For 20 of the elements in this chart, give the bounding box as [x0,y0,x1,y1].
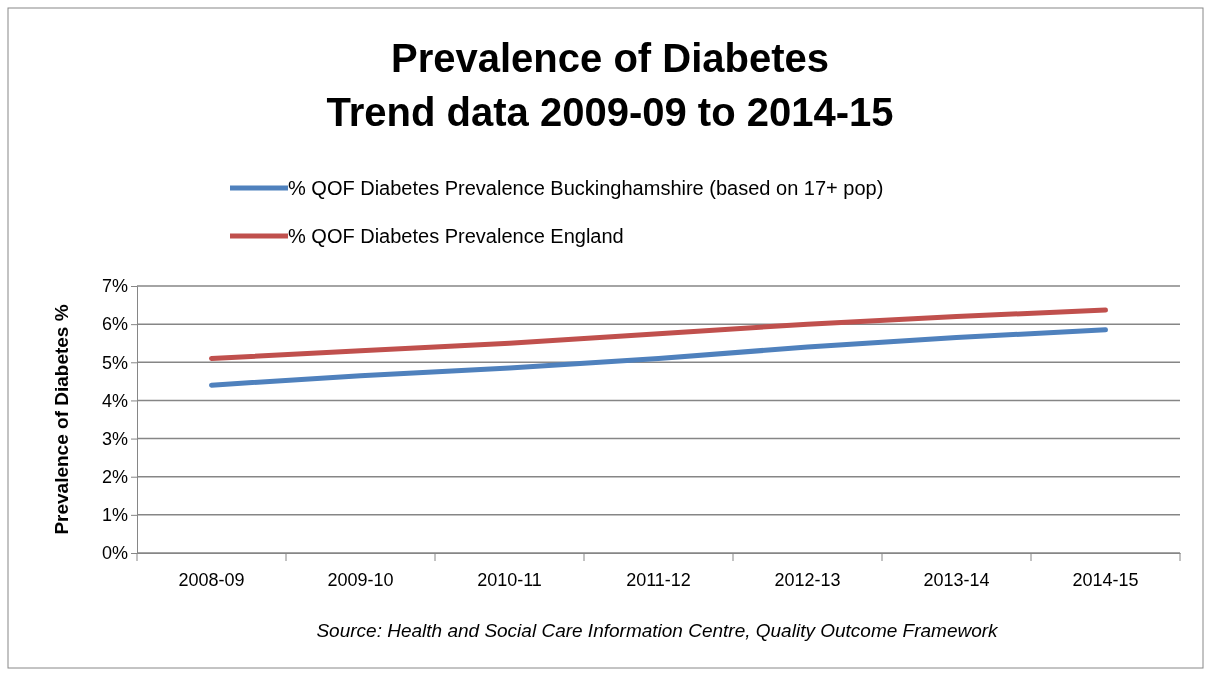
y-tick-label: 7% [101,276,128,297]
x-tick-label: 2013-14 [923,569,990,590]
legend-label: % QOF Diabetes Prevalence Buckinghamshire (based on 17+ pop) [288,177,884,199]
y-tick-label: 0% [101,543,128,564]
x-tick-label: 2014-15 [1072,569,1139,590]
y-tick-label: 3% [101,428,128,449]
y-tick-label: 6% [101,314,128,335]
y-tick-label: 4% [101,390,128,411]
x-tick-label: 2008-09 [178,569,245,590]
source-note: Source: Health and Social Care Information Centre, Quality Outcome Framework [316,620,1000,641]
x-tick-label: 2011-12 [626,569,691,590]
y-tick-label: 5% [101,352,128,373]
y-tick-label: 1% [101,505,128,526]
y-axis-title: Prevalence of Diabetes % [51,304,72,535]
legend-label: % QOF Diabetes Prevalence England [288,225,624,247]
y-tick-label: 2% [101,466,128,487]
x-tick-label: 2010-11 [477,569,542,590]
x-tick-label: 2012-13 [774,569,841,590]
x-tick-label: 2009-10 [327,569,394,590]
chart-title: Prevalence of Diabetes Trend data 2009-09 to 2014-15 [326,36,894,134]
